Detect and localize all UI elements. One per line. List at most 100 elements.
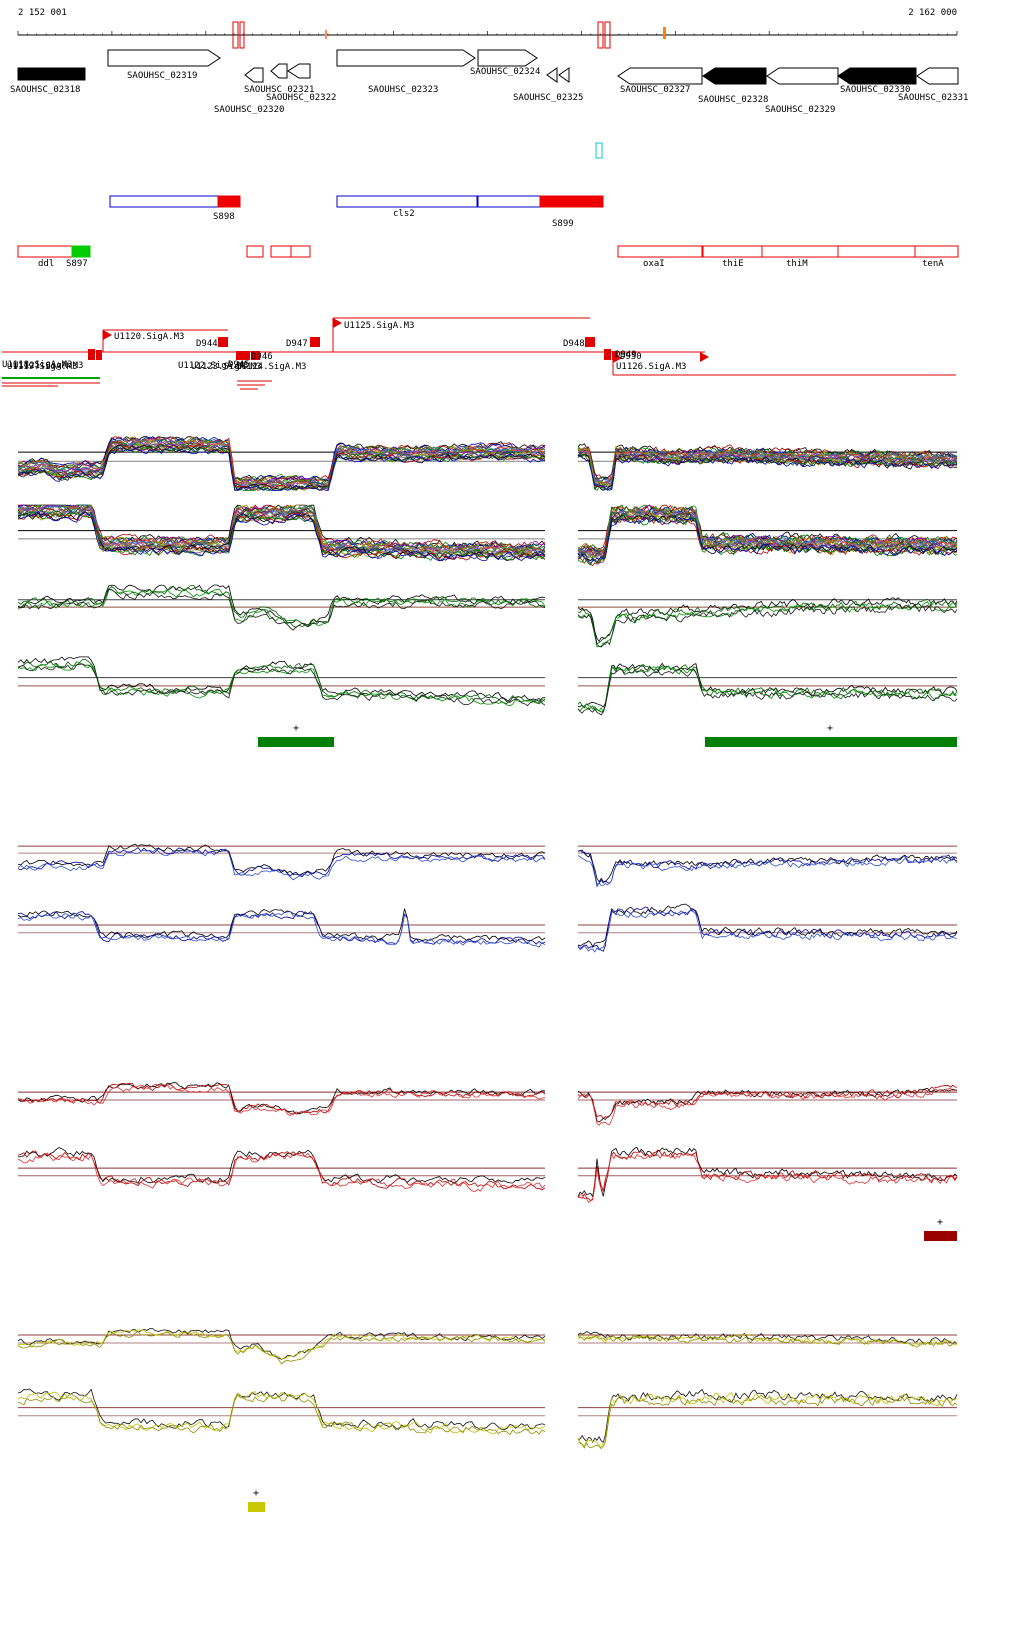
gene-arrow[interactable] [477, 49, 538, 67]
gene-feature[interactable]: SAOUHSC_02331 [898, 67, 968, 103]
ruler-marker[interactable] [595, 142, 603, 159]
coverage-bar[interactable] [258, 737, 334, 747]
signal-panel[interactable] [17, 1388, 546, 1436]
gene-arrow[interactable] [287, 63, 311, 79]
signal-panel[interactable] [17, 584, 546, 631]
transcript-segment[interactable] [290, 245, 311, 258]
signal-panel[interactable] [577, 903, 958, 953]
signal-panel[interactable] [577, 845, 958, 888]
transcript-segment[interactable] [17, 245, 73, 258]
gene-label: SAOUHSC_02323 [368, 85, 438, 95]
signal-panel[interactable] [17, 1328, 546, 1365]
gene-arrow[interactable] [546, 67, 558, 83]
terminator-box[interactable] [310, 337, 320, 347]
ruler-marker[interactable] [325, 30, 327, 39]
transcript-segment[interactable] [109, 195, 219, 208]
gene-arrow[interactable] [336, 49, 476, 67]
gene-arrow[interactable] [244, 67, 264, 83]
gene-arrow[interactable] [766, 67, 839, 85]
signal-panel[interactable] [17, 436, 546, 491]
signal-panel[interactable] [577, 1146, 958, 1204]
gene-feature[interactable]: SAOUHSC_02319 [107, 49, 221, 81]
ruler-marker[interactable] [597, 21, 604, 49]
plus-mark: + [253, 1488, 259, 1499]
gene-arrow[interactable] [702, 67, 767, 85]
signal-panel[interactable] [17, 1082, 546, 1117]
ruler-marker[interactable] [604, 21, 611, 49]
terminator-box[interactable] [585, 337, 595, 347]
signal-panel[interactable] [17, 843, 546, 881]
terminator-box[interactable] [218, 337, 228, 347]
gene-feature[interactable]: SAOUHSC_02324 [470, 49, 540, 77]
signal-trace [17, 662, 546, 707]
annotation-label: U1122.SigA.M3 [178, 361, 248, 371]
gene-arrow[interactable] [916, 67, 959, 85]
signal-panel[interactable] [577, 597, 958, 648]
transcript-segment[interactable] [246, 245, 264, 258]
gene-box[interactable] [17, 67, 86, 81]
promoter-flag[interactable] [700, 352, 709, 362]
gene-arrow[interactable] [617, 67, 703, 85]
transcript-segment[interactable] [539, 195, 604, 208]
promoter-flag[interactable] [103, 330, 112, 340]
terminator-box[interactable] [251, 351, 260, 360]
signal-panel[interactable] [17, 504, 546, 562]
signal-trace [577, 1394, 958, 1450]
promoter-flag[interactable] [333, 318, 342, 328]
signal-panel[interactable] [17, 908, 546, 948]
gene-feature[interactable]: SAOUHSC_02330 [837, 67, 917, 95]
signal-trace [17, 1147, 546, 1184]
gene-feature[interactable]: SAOUHSC_02321 [244, 63, 314, 95]
ruler-marker[interactable] [239, 21, 245, 49]
gene-feature[interactable]: SAOUHSC_02318 [10, 67, 86, 95]
signal-trace [577, 1152, 958, 1204]
signal-trace [577, 906, 958, 952]
signal-panel[interactable] [17, 656, 546, 707]
coverage-bar[interactable] [924, 1231, 957, 1241]
signal-trace [17, 910, 546, 945]
terminator-box[interactable] [96, 350, 102, 360]
gene-feature[interactable]: SAOUHSC_02322 [266, 63, 336, 103]
signal-panel[interactable] [577, 1388, 958, 1450]
gene-feature[interactable]: SAOUHSC_02328 [698, 67, 768, 105]
transcript-segment[interactable] [617, 245, 703, 258]
transcript-segment[interactable] [477, 195, 541, 208]
plus-mark: + [827, 723, 833, 734]
signal-trace [577, 597, 958, 643]
gene-feature[interactable]: SAOUHSC_02325 [513, 67, 583, 103]
ruler-marker[interactable] [663, 27, 666, 39]
gene-arrow[interactable] [837, 67, 917, 85]
transcript-segment[interactable] [270, 245, 292, 258]
gene-feature[interactable]: SAOUHSC_02323 [336, 49, 476, 95]
ruler-marker[interactable] [232, 21, 239, 49]
signal-trace [17, 1393, 546, 1436]
coverage-bar[interactable] [705, 737, 957, 747]
gene-feature[interactable]: SAOUHSC_02327 [617, 67, 703, 95]
transcript-segment[interactable] [336, 195, 478, 208]
terminator-box[interactable] [236, 351, 250, 360]
transcript-segment[interactable] [217, 195, 241, 208]
terminator-box[interactable] [604, 349, 611, 360]
coverage-bar[interactable] [248, 1502, 265, 1512]
transcript-segment[interactable] [702, 245, 959, 258]
gene-arrow[interactable] [107, 49, 221, 67]
signal-trace [577, 903, 958, 948]
signal-trace [577, 511, 958, 560]
signal-panel[interactable] [577, 1331, 958, 1348]
terminator-box[interactable] [88, 349, 95, 360]
transcript-segment[interactable] [71, 245, 91, 258]
gene-arrow[interactable] [270, 63, 288, 79]
signal-trace [17, 1329, 546, 1360]
signal-panel[interactable] [577, 504, 958, 567]
signal-panel[interactable] [577, 443, 958, 491]
terminator-box[interactable] [612, 351, 618, 360]
signal-panel[interactable] [17, 1147, 546, 1193]
gene-feature[interactable]: SAOUHSC_02329 [765, 67, 839, 115]
gene-arrow[interactable] [558, 67, 570, 83]
annotation-label: U1121.SigA.M3 [13, 361, 83, 371]
signal-panel[interactable] [577, 1084, 958, 1126]
transcript-label: thiE [722, 259, 744, 269]
signal-trace [17, 511, 546, 562]
gene-feature[interactable]: SAOUHSC_02320 [214, 67, 284, 115]
signal-panel[interactable] [577, 662, 958, 716]
